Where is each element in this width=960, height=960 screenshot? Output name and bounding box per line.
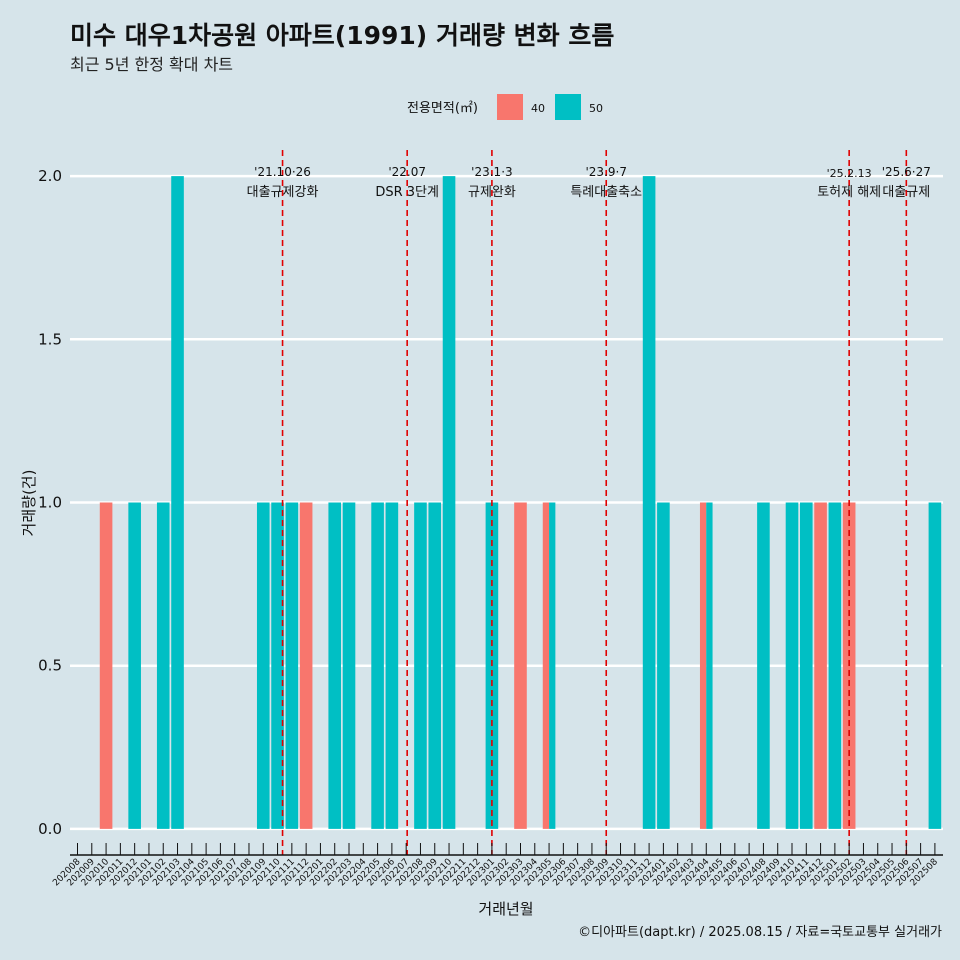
bar: [414, 502, 427, 829]
y-tick-label: 2.0: [38, 167, 62, 185]
bar: [99, 502, 113, 829]
policy-date: '23.1·3: [471, 165, 512, 179]
bar: [271, 502, 284, 829]
chart-subtitle: 최근 5년 한정 확대 차트: [70, 55, 233, 74]
bar: [757, 502, 770, 829]
bar: [285, 502, 299, 829]
policy-date: '25.6·27: [882, 165, 931, 179]
bar: [385, 502, 399, 829]
legend-label-40: 40: [531, 102, 545, 115]
bar: [156, 502, 170, 829]
policy-annotations: '21.10·26 대출규제강화 '22.07 DSR 3단계 '23.1·3 규제완화 '…: [247, 165, 931, 200]
policy-lines: [281, 150, 908, 855]
bar: [799, 502, 813, 829]
policy-label: 규제완화: [468, 185, 516, 200]
policy-date: '21.10·26: [254, 165, 311, 179]
bar: [428, 502, 442, 829]
bar: [928, 502, 942, 829]
bar: [371, 502, 384, 829]
y-tick-label: 0.5: [38, 657, 62, 675]
bar: [299, 502, 313, 829]
chart-caption: ©디아파트(dapt.kr) / 2025.08.15 / 자료=국토교통부 실…: [578, 925, 942, 940]
policy-label: DSR 3단계: [375, 185, 439, 200]
policy-date: '22.07: [388, 165, 426, 179]
bar: [549, 502, 556, 829]
policy-label: 특례대출축소: [570, 185, 642, 200]
bar: [342, 502, 356, 829]
bar: [706, 502, 713, 829]
bar: [542, 502, 550, 829]
y-tick-label: 1.0: [38, 494, 62, 512]
bar: [785, 502, 799, 829]
bar: [828, 502, 842, 829]
policy-label: 토허제 해제: [817, 185, 881, 200]
y-axis: 0.0 0.5 1.0 1.5 2.0: [38, 167, 62, 838]
bar: [328, 502, 342, 829]
legend: 전용면적(㎡) 40 50: [407, 94, 603, 120]
bar: [256, 502, 270, 829]
legend-label-50: 50: [589, 102, 603, 115]
policy-label: 대출규제: [882, 185, 930, 200]
y-axis-title: 거래량(건): [20, 470, 38, 537]
chart-title: 미수 대우1차공원 아파트(1991) 거래량 변화 흐름: [70, 21, 614, 50]
policy-date: '23.9·7: [585, 165, 626, 179]
bar: [642, 176, 656, 829]
legend-swatch-40: [497, 94, 523, 120]
legend-title: 전용면적(㎡): [407, 101, 478, 116]
bar: [171, 176, 184, 829]
legend-swatch-50: [555, 94, 581, 120]
x-axis-title: 거래년월: [478, 900, 533, 918]
bar: [442, 176, 456, 829]
bar: [128, 502, 141, 829]
policy-date: '25.2.13: [827, 167, 872, 180]
bars: [99, 176, 942, 829]
bar: [514, 502, 527, 829]
bar: [657, 502, 670, 829]
y-tick-label: 0.0: [38, 820, 62, 838]
bar: [814, 502, 827, 829]
y-tick-label: 1.5: [38, 330, 62, 348]
bar: [699, 502, 707, 829]
policy-label: 대출규제강화: [247, 185, 319, 200]
